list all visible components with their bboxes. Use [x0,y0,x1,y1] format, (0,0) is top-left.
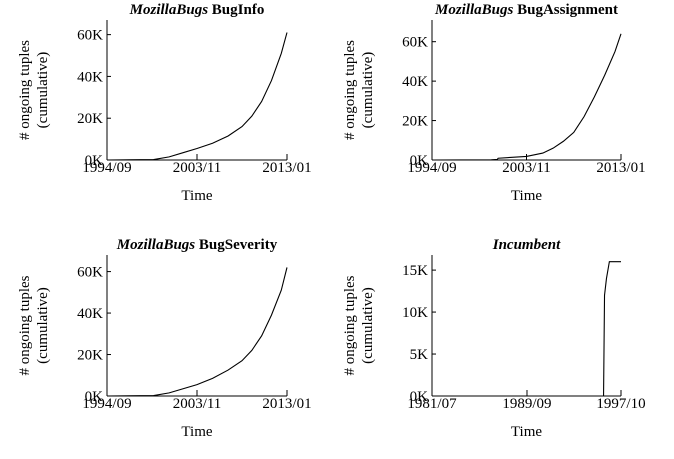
x-axis-label: Time [511,424,542,440]
y-tick-label: 20K [77,348,103,364]
title-relation: BugAssignment [517,2,618,18]
x-tick-label: 2013/01 [262,396,311,412]
y-axis-label: # ongoing tuples [17,275,33,375]
data-line [431,33,622,161]
x-tick-label: 1994/09 [407,160,456,176]
y-tick-label: 40K [77,306,103,322]
y-tick-label: 20K [77,111,103,127]
data-line [106,32,288,161]
y-tick-label: 60K [77,265,103,281]
title-dataset: MozillaBugs [116,237,196,253]
y-tick-label: 5K [410,347,429,363]
y-axis-label: (cumulative) [35,52,51,129]
x-axis-label: Time [181,188,212,204]
x-tick-label: 1989/09 [502,396,551,412]
x-tick-label: 1997/10 [596,396,645,412]
x-tick-label: 2013/01 [262,160,311,176]
y-tick-label: 60K [77,28,103,44]
y-tick-label: 0K [85,153,104,169]
y-tick-label: 10K [402,305,428,321]
y-axis-label: # ongoing tuples [342,40,358,140]
title-relation: BugInfo [212,2,265,18]
y-tick-label: 40K [402,74,428,90]
y-tick-label: 15K [402,263,428,279]
data-line [106,267,288,397]
chart-title: MozillaBugs BugSeverity [116,237,278,253]
y-tick-label: 20K [402,114,428,130]
y-axis-label: (cumulative) [360,52,376,129]
y-axis-label: (cumulative) [35,287,51,364]
title-dataset: Incumbent [492,237,561,253]
chart-title: MozillaBugs BugInfo [129,2,265,18]
title-dataset: MozillaBugs [434,2,514,18]
y-axis-label: (cumulative) [360,287,376,364]
y-tick-label: 60K [402,35,428,51]
chart-title: Incumbent [492,237,561,253]
x-tick-label: 2003/11 [173,160,222,176]
x-tick-label: 1981/07 [407,396,457,412]
x-tick-label: 1994/09 [82,396,131,412]
y-axis-label: # ongoing tuples [342,275,358,375]
title-relation: BugSeverity [199,237,278,253]
y-tick-label: 0K [410,389,429,405]
x-tick-label: 2003/11 [173,396,222,412]
chart-title: MozillaBugs BugAssignment [434,2,618,18]
x-axis-label: Time [511,188,542,204]
x-tick-label: 1994/09 [82,160,131,176]
x-tick-label: 2003/11 [502,160,551,176]
y-axis-label: # ongoing tuples [17,40,33,140]
y-tick-label: 0K [85,389,104,405]
data-line [432,261,621,397]
x-tick-label: 2013/01 [596,160,645,176]
title-dataset: MozillaBugs [129,2,209,18]
y-tick-label: 0K [410,153,429,169]
x-axis-label: Time [181,424,212,440]
y-tick-label: 40K [77,69,103,85]
